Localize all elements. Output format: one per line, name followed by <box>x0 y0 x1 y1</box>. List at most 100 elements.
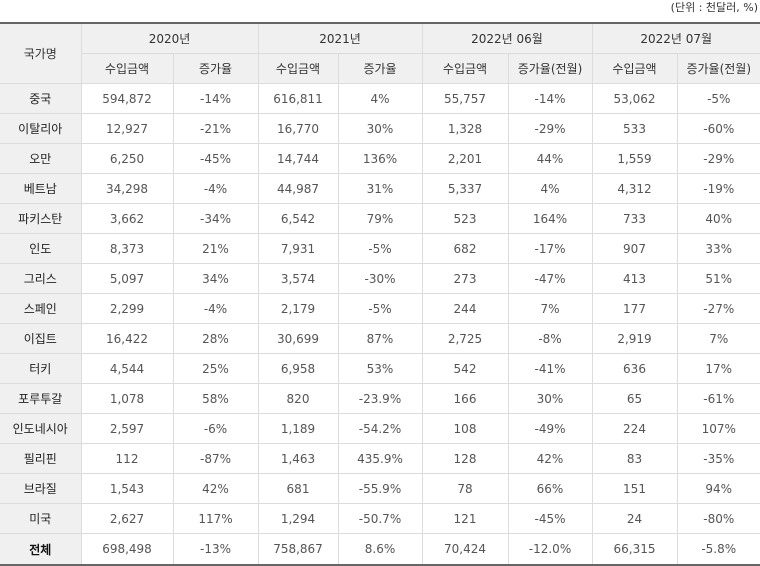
import-amount-cell: 78 <box>421 473 509 504</box>
table-row: 인도네시아 2,597 -6% 1,189 -54.2% 108 -49% 224 107% <box>0 413 760 444</box>
growth-rate-cell: -61% <box>676 383 760 414</box>
header-import-amount: 수입금액 <box>81 53 174 84</box>
country-name: 미국 <box>0 503 82 534</box>
country-name: 이집트 <box>0 323 82 354</box>
growth-rate-cell: -5.8% <box>676 533 760 566</box>
import-amount-cell: 112 <box>80 443 174 474</box>
header-year-2021: 2021년 <box>257 22 423 54</box>
growth-rate-cell: -35% <box>676 443 760 474</box>
import-amount-cell: 8,373 <box>80 233 174 264</box>
import-amount-cell: 66,315 <box>591 533 678 566</box>
import-amount-cell: 244 <box>421 293 509 324</box>
country-name: 중국 <box>0 83 82 114</box>
growth-rate-cell: -23.9% <box>337 383 423 414</box>
import-amount-cell: 2,597 <box>80 413 174 444</box>
import-amount-cell: 682 <box>421 233 509 264</box>
header-growth-rate: 증가율 <box>172 53 259 84</box>
growth-rate-cell: 435.9% <box>337 443 423 474</box>
import-table: 국가명 2020년 2021년 2022년 06월 2022년 07월 수입금액… <box>0 22 760 566</box>
import-amount-cell: 151 <box>591 473 678 504</box>
total-row: 전체 698,498 -13% 758,867 8.6% 70,424 -12.0% 66,3… <box>0 533 760 566</box>
growth-rate-cell: 87% <box>337 323 423 354</box>
growth-rate-cell: 42% <box>507 443 593 474</box>
growth-rate-cell: 4% <box>337 83 423 114</box>
growth-rate-cell: -47% <box>507 263 593 294</box>
import-amount-cell: 7,931 <box>257 233 339 264</box>
growth-rate-cell: 28% <box>172 323 259 354</box>
growth-rate-cell: -19% <box>676 173 760 204</box>
growth-rate-cell: 164% <box>507 203 593 234</box>
import-amount-cell: 177 <box>591 293 678 324</box>
import-amount-cell: 108 <box>421 413 509 444</box>
country-name: 전체 <box>0 533 82 566</box>
import-amount-cell: 733 <box>591 203 678 234</box>
import-amount-cell: 1,078 <box>80 383 174 414</box>
country-name: 브라질 <box>0 473 82 504</box>
import-amount-cell: 55,757 <box>421 83 509 114</box>
growth-rate-cell: -50.7% <box>337 503 423 534</box>
table-row: 필리핀 112 -87% 1,463 435.9% 128 42% 83 -35% <box>0 443 760 474</box>
table-row: 스페인 2,299 -4% 2,179 -5% 244 7% 177 -27% <box>0 293 760 324</box>
growth-rate-cell: 136% <box>337 143 423 174</box>
header-import-amount: 수입금액 <box>257 53 339 84</box>
import-amount-cell: 12,927 <box>80 113 174 144</box>
country-name: 필리핀 <box>0 443 82 474</box>
header-2022-06: 2022년 06월 <box>421 22 593 54</box>
growth-rate-cell: -45% <box>507 503 593 534</box>
import-amount-cell: 1,559 <box>591 143 678 174</box>
table-row: 그리스 5,097 34% 3,574 -30% 273 -47% 413 51% <box>0 263 760 294</box>
country-name: 오만 <box>0 143 82 174</box>
growth-rate-cell: 79% <box>337 203 423 234</box>
import-amount-cell: 413 <box>591 263 678 294</box>
header-year-2020: 2020년 <box>80 22 259 54</box>
header-growth-rate: 증가율 <box>337 53 423 84</box>
growth-rate-cell: 21% <box>172 233 259 264</box>
import-amount-cell: 523 <box>421 203 509 234</box>
growth-rate-cell: 107% <box>676 413 760 444</box>
growth-rate-cell: -60% <box>676 113 760 144</box>
import-amount-cell: 166 <box>421 383 509 414</box>
import-amount-cell: 616,811 <box>257 83 339 114</box>
header-country: 국가명 <box>0 22 82 84</box>
import-amount-cell: 5,097 <box>80 263 174 294</box>
import-amount-cell: 6,250 <box>80 143 174 174</box>
growth-rate-cell: 7% <box>507 293 593 324</box>
table-row: 이집트 16,422 28% 30,699 87% 2,725 -8% 2,919 7% <box>0 323 760 354</box>
table-row: 오만 6,250 -45% 14,744 136% 2,201 44% 1,559 -29% <box>0 143 760 174</box>
import-amount-cell: 3,574 <box>257 263 339 294</box>
import-amount-cell: 53,062 <box>591 83 678 114</box>
country-name: 베트남 <box>0 173 82 204</box>
import-amount-cell: 594,872 <box>80 83 174 114</box>
header-row-years: 국가명 2020년 2021년 2022년 06월 2022년 07월 <box>0 22 760 84</box>
import-amount-cell: 44,987 <box>257 173 339 204</box>
import-amount-cell: 1,189 <box>257 413 339 444</box>
import-amount-cell: 758,867 <box>257 533 339 566</box>
growth-rate-cell: -55.9% <box>337 473 423 504</box>
growth-rate-cell: 51% <box>676 263 760 294</box>
growth-rate-cell: 7% <box>676 323 760 354</box>
import-amount-cell: 4,312 <box>591 173 678 204</box>
growth-rate-cell: 53% <box>337 353 423 384</box>
growth-rate-cell: 117% <box>172 503 259 534</box>
growth-rate-cell: -45% <box>172 143 259 174</box>
growth-rate-cell: 58% <box>172 383 259 414</box>
growth-rate-cell: -4% <box>172 173 259 204</box>
import-amount-cell: 14,744 <box>257 143 339 174</box>
growth-rate-cell: 30% <box>337 113 423 144</box>
growth-rate-cell: -13% <box>172 533 259 566</box>
import-amount-cell: 1,294 <box>257 503 339 534</box>
growth-rate-cell: -14% <box>172 83 259 114</box>
growth-rate-cell: -30% <box>337 263 423 294</box>
growth-rate-cell: -80% <box>676 503 760 534</box>
import-amount-cell: 273 <box>421 263 509 294</box>
country-name: 파키스탄 <box>0 203 82 234</box>
import-amount-cell: 3,662 <box>80 203 174 234</box>
growth-rate-cell: 31% <box>337 173 423 204</box>
table-row: 이탈리아 12,927 -21% 16,770 30% 1,328 -29% 533 -60% <box>0 113 760 144</box>
import-amount-cell: 2,201 <box>421 143 509 174</box>
country-name: 인도 <box>0 233 82 264</box>
import-amount-cell: 34,298 <box>80 173 174 204</box>
growth-rate-cell: -8% <box>507 323 593 354</box>
growth-rate-cell: -29% <box>507 113 593 144</box>
import-amount-cell: 5,337 <box>421 173 509 204</box>
